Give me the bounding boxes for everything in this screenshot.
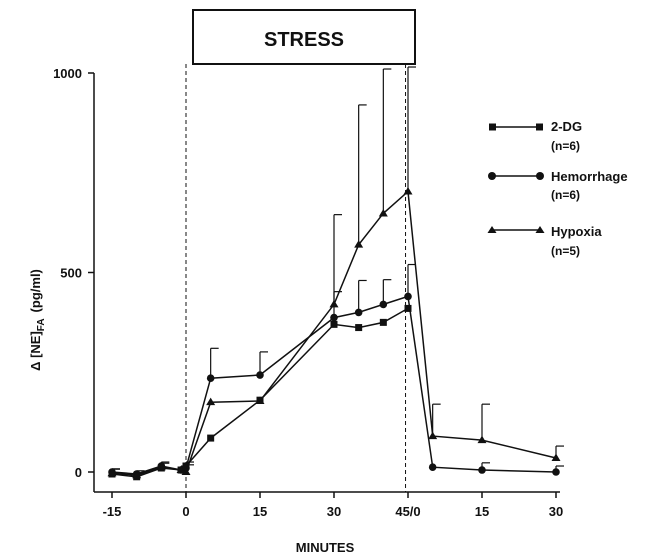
data-point [329, 299, 339, 308]
data-point [107, 468, 117, 477]
data-point [551, 453, 561, 462]
data-point [354, 240, 364, 248]
data-point [330, 313, 338, 322]
legend-item-2dg: 2-DG (n=6) [489, 119, 582, 153]
legend-marker-triangle [487, 226, 497, 233]
y-axis-title: Δ [NE]FA (pg/ml) [28, 269, 47, 371]
data-point [181, 467, 191, 475]
legend-label-2dg: 2-DG [551, 119, 582, 134]
data-point [478, 466, 486, 474]
legend-label-hemorrhage: Hemorrhage [551, 169, 628, 184]
x-ticks: -15 0 15 30 45/0 15 30 [103, 492, 563, 519]
y-axis-title-sub: FA [36, 318, 47, 331]
y-axis-title-main: Δ [NE] [28, 331, 43, 371]
data-point [428, 431, 438, 440]
legend: 2-DG (n=6) Hemorrhage (n=6) Hypoxia (n=5… [487, 119, 628, 258]
x-tick-label: 0 [182, 504, 189, 519]
stress-banner-label: STRESS [264, 29, 344, 51]
x-axis-title: MINUTES [296, 540, 355, 555]
x-tick-label: 15 [253, 504, 267, 519]
data-point [176, 465, 186, 474]
legend-marker-square [489, 123, 496, 131]
y-ticks: 0 500 1000 [53, 66, 94, 480]
svg-text:Δ [NE]FA(pg/ml): Δ [NE]FA (pg/ml) [28, 269, 47, 371]
data-point [207, 434, 215, 442]
x-tick-label: 30 [549, 504, 563, 519]
legend-n-2dg: (n=6) [551, 139, 580, 153]
data-point [404, 292, 412, 301]
series-hypoxia [107, 66, 564, 479]
x-tick-label: 30 [327, 504, 341, 519]
legend-item-hypoxia: Hypoxia (n=5) [487, 224, 602, 258]
data-point [206, 374, 215, 383]
legend-marker-circle [488, 172, 496, 180]
data-point [403, 187, 413, 195]
legend-n-hemorrhage: (n=6) [551, 188, 580, 202]
data-point [156, 462, 166, 471]
data-point [256, 371, 264, 379]
data-point [354, 308, 363, 317]
y-tick-label: 0 [75, 465, 82, 480]
series-plot [107, 66, 564, 481]
legend-n-hypoxia: (n=5) [551, 244, 580, 258]
y-tick-label: 1000 [53, 66, 82, 81]
y-tick-label: 500 [60, 266, 82, 281]
stress-banner: STRESS [192, 9, 416, 65]
data-point [552, 468, 560, 476]
data-point [428, 463, 437, 472]
x-tick-label: 45/0 [395, 504, 420, 519]
data-point [255, 396, 265, 404]
data-point [355, 324, 363, 332]
y-axis-title-unit: (pg/ml) [28, 269, 43, 312]
series-line [111, 307, 409, 478]
data-point [330, 320, 338, 328]
legend-item-hemorrhage: Hemorrhage (n=6) [488, 169, 628, 202]
data-point [206, 397, 216, 406]
series-hemorrhage [108, 263, 564, 478]
data-point [477, 435, 487, 444]
data-point [132, 470, 142, 479]
data-point [379, 318, 387, 326]
series-line [111, 189, 557, 476]
series-2-dg [108, 304, 412, 481]
x-tick-label: 15 [475, 504, 489, 519]
legend-label-hypoxia: Hypoxia [551, 224, 602, 239]
data-point [379, 300, 388, 309]
data-point [378, 208, 388, 217]
data-point [404, 304, 412, 312]
x-tick-label: -15 [103, 504, 122, 519]
